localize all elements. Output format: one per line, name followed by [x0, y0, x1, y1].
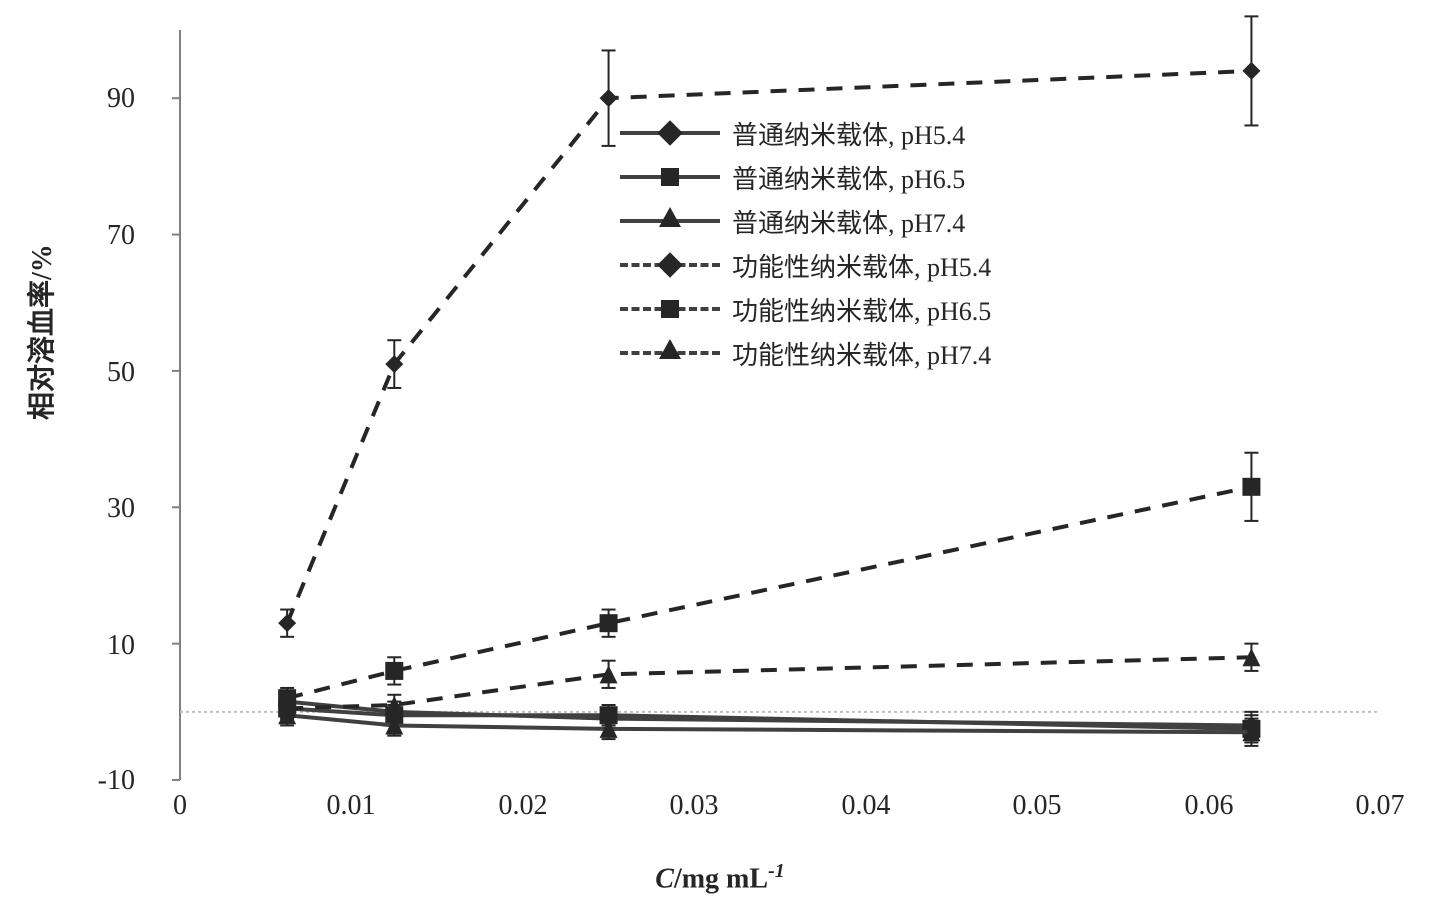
- x-axis-label-unit: /mg mL: [674, 863, 768, 894]
- triangle-icon: [659, 207, 681, 227]
- legend-label-4: 功能性纳米载体, pH6.5: [732, 291, 991, 328]
- x-axis-label: C/mg mL-1: [655, 860, 784, 895]
- x-tick-001: 0.01: [327, 790, 376, 822]
- x-tick-005: 0.05: [1013, 790, 1062, 822]
- legend-item-5: 功能性纳米载体, pH7.4: [620, 335, 991, 371]
- y-tick-30: 30: [75, 493, 135, 525]
- legend-line-dashed-triangle: [620, 351, 720, 355]
- legend-item-0: 普通纳米载体, pH5.4: [620, 115, 991, 151]
- legend-line-solid-triangle: [620, 219, 720, 223]
- x-tick-0: 0: [173, 790, 187, 822]
- legend-item-1: 普通纳米载体, pH6.5: [620, 159, 991, 195]
- legend-item-3: 功能性纳米载体, pH5.4: [620, 247, 991, 283]
- y-tick-70: 70: [75, 220, 135, 252]
- diamond-icon: [657, 120, 682, 145]
- legend: 普通纳米载体, pH5.4 普通纳米载体, pH6.5 普通纳米载体, pH7.…: [620, 115, 991, 379]
- x-axis-label-c: C: [655, 863, 674, 894]
- y-axis-label: 相对溶血率/%: [20, 244, 60, 420]
- triangle-icon: [659, 339, 681, 359]
- square-icon: [661, 168, 679, 186]
- legend-label-2: 普通纳米载体, pH7.4: [732, 203, 965, 240]
- x-tick-006: 0.06: [1185, 790, 1234, 822]
- y-tick--10: -10: [75, 765, 135, 797]
- legend-item-2: 普通纳米载体, pH7.4: [620, 203, 991, 239]
- y-tick-90: 90: [75, 83, 135, 115]
- x-tick-003: 0.03: [670, 790, 719, 822]
- x-tick-004: 0.04: [842, 790, 891, 822]
- y-tick-10: 10: [75, 630, 135, 662]
- legend-label-3: 功能性纳米载体, pH5.4: [732, 247, 991, 284]
- x-axis-label-sup: -1: [768, 860, 785, 882]
- legend-line-dashed-square: [620, 307, 720, 311]
- legend-item-4: 功能性纳米载体, pH6.5: [620, 291, 991, 327]
- legend-line-solid-square: [620, 175, 720, 179]
- square-icon: [661, 300, 679, 318]
- legend-line-dashed-diamond: [620, 263, 720, 267]
- diamond-icon: [657, 252, 682, 277]
- legend-label-1: 普通纳米载体, pH6.5: [732, 159, 965, 196]
- x-tick-007: 0.07: [1356, 790, 1405, 822]
- y-tick-50: 50: [75, 357, 135, 389]
- x-tick-002: 0.02: [499, 790, 548, 822]
- legend-label-5: 功能性纳米载体, pH7.4: [732, 335, 991, 372]
- legend-line-solid-diamond: [620, 131, 720, 135]
- hemolysis-chart: 相对溶血率/% C/mg mL-1 -10 10 30 50 70 90 0 0…: [0, 0, 1446, 906]
- legend-label-0: 普通纳米载体, pH5.4: [732, 115, 965, 152]
